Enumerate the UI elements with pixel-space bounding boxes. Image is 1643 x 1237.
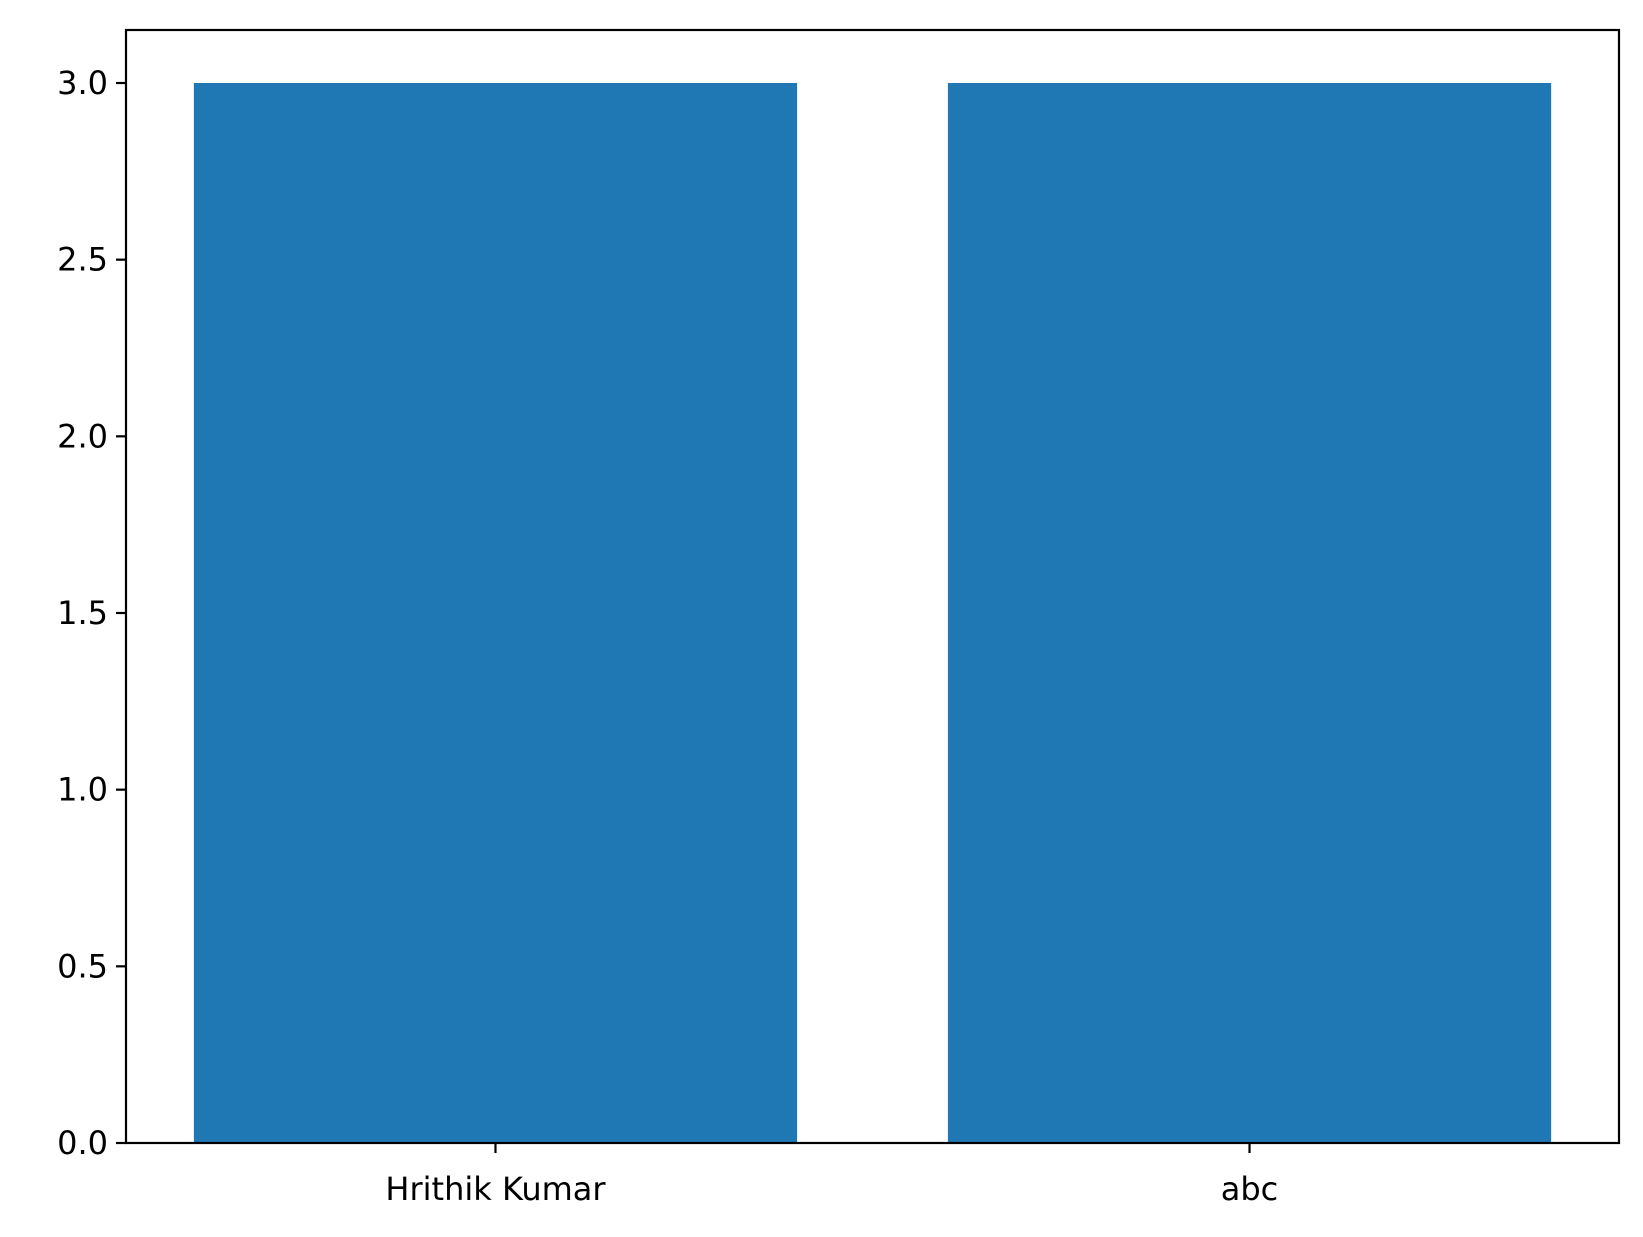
y-tick-label: 2.0 [57, 417, 108, 455]
x-tick-label: abc [1221, 1170, 1279, 1208]
x-tick-label: Hrithik Kumar [385, 1170, 606, 1208]
y-tick-label: 0.5 [57, 947, 108, 985]
y-tick-label: 2.5 [57, 241, 108, 279]
bar-abc [947, 83, 1552, 1143]
y-tick-label: 3.0 [57, 64, 108, 102]
x-axis: Hrithik Kumar abc [385, 1143, 1278, 1208]
y-tick-label: 1.0 [57, 771, 108, 809]
bars-group [193, 83, 1552, 1143]
plot-frame [124, 28, 1621, 1145]
bar-hrithik-kumar [193, 83, 798, 1143]
y-axis: 0.0 0.5 1.0 1.5 2.0 2.5 3.0 [57, 64, 126, 1162]
y-tick-label: 1.5 [57, 594, 108, 632]
y-tick-label: 0.0 [57, 1124, 108, 1162]
